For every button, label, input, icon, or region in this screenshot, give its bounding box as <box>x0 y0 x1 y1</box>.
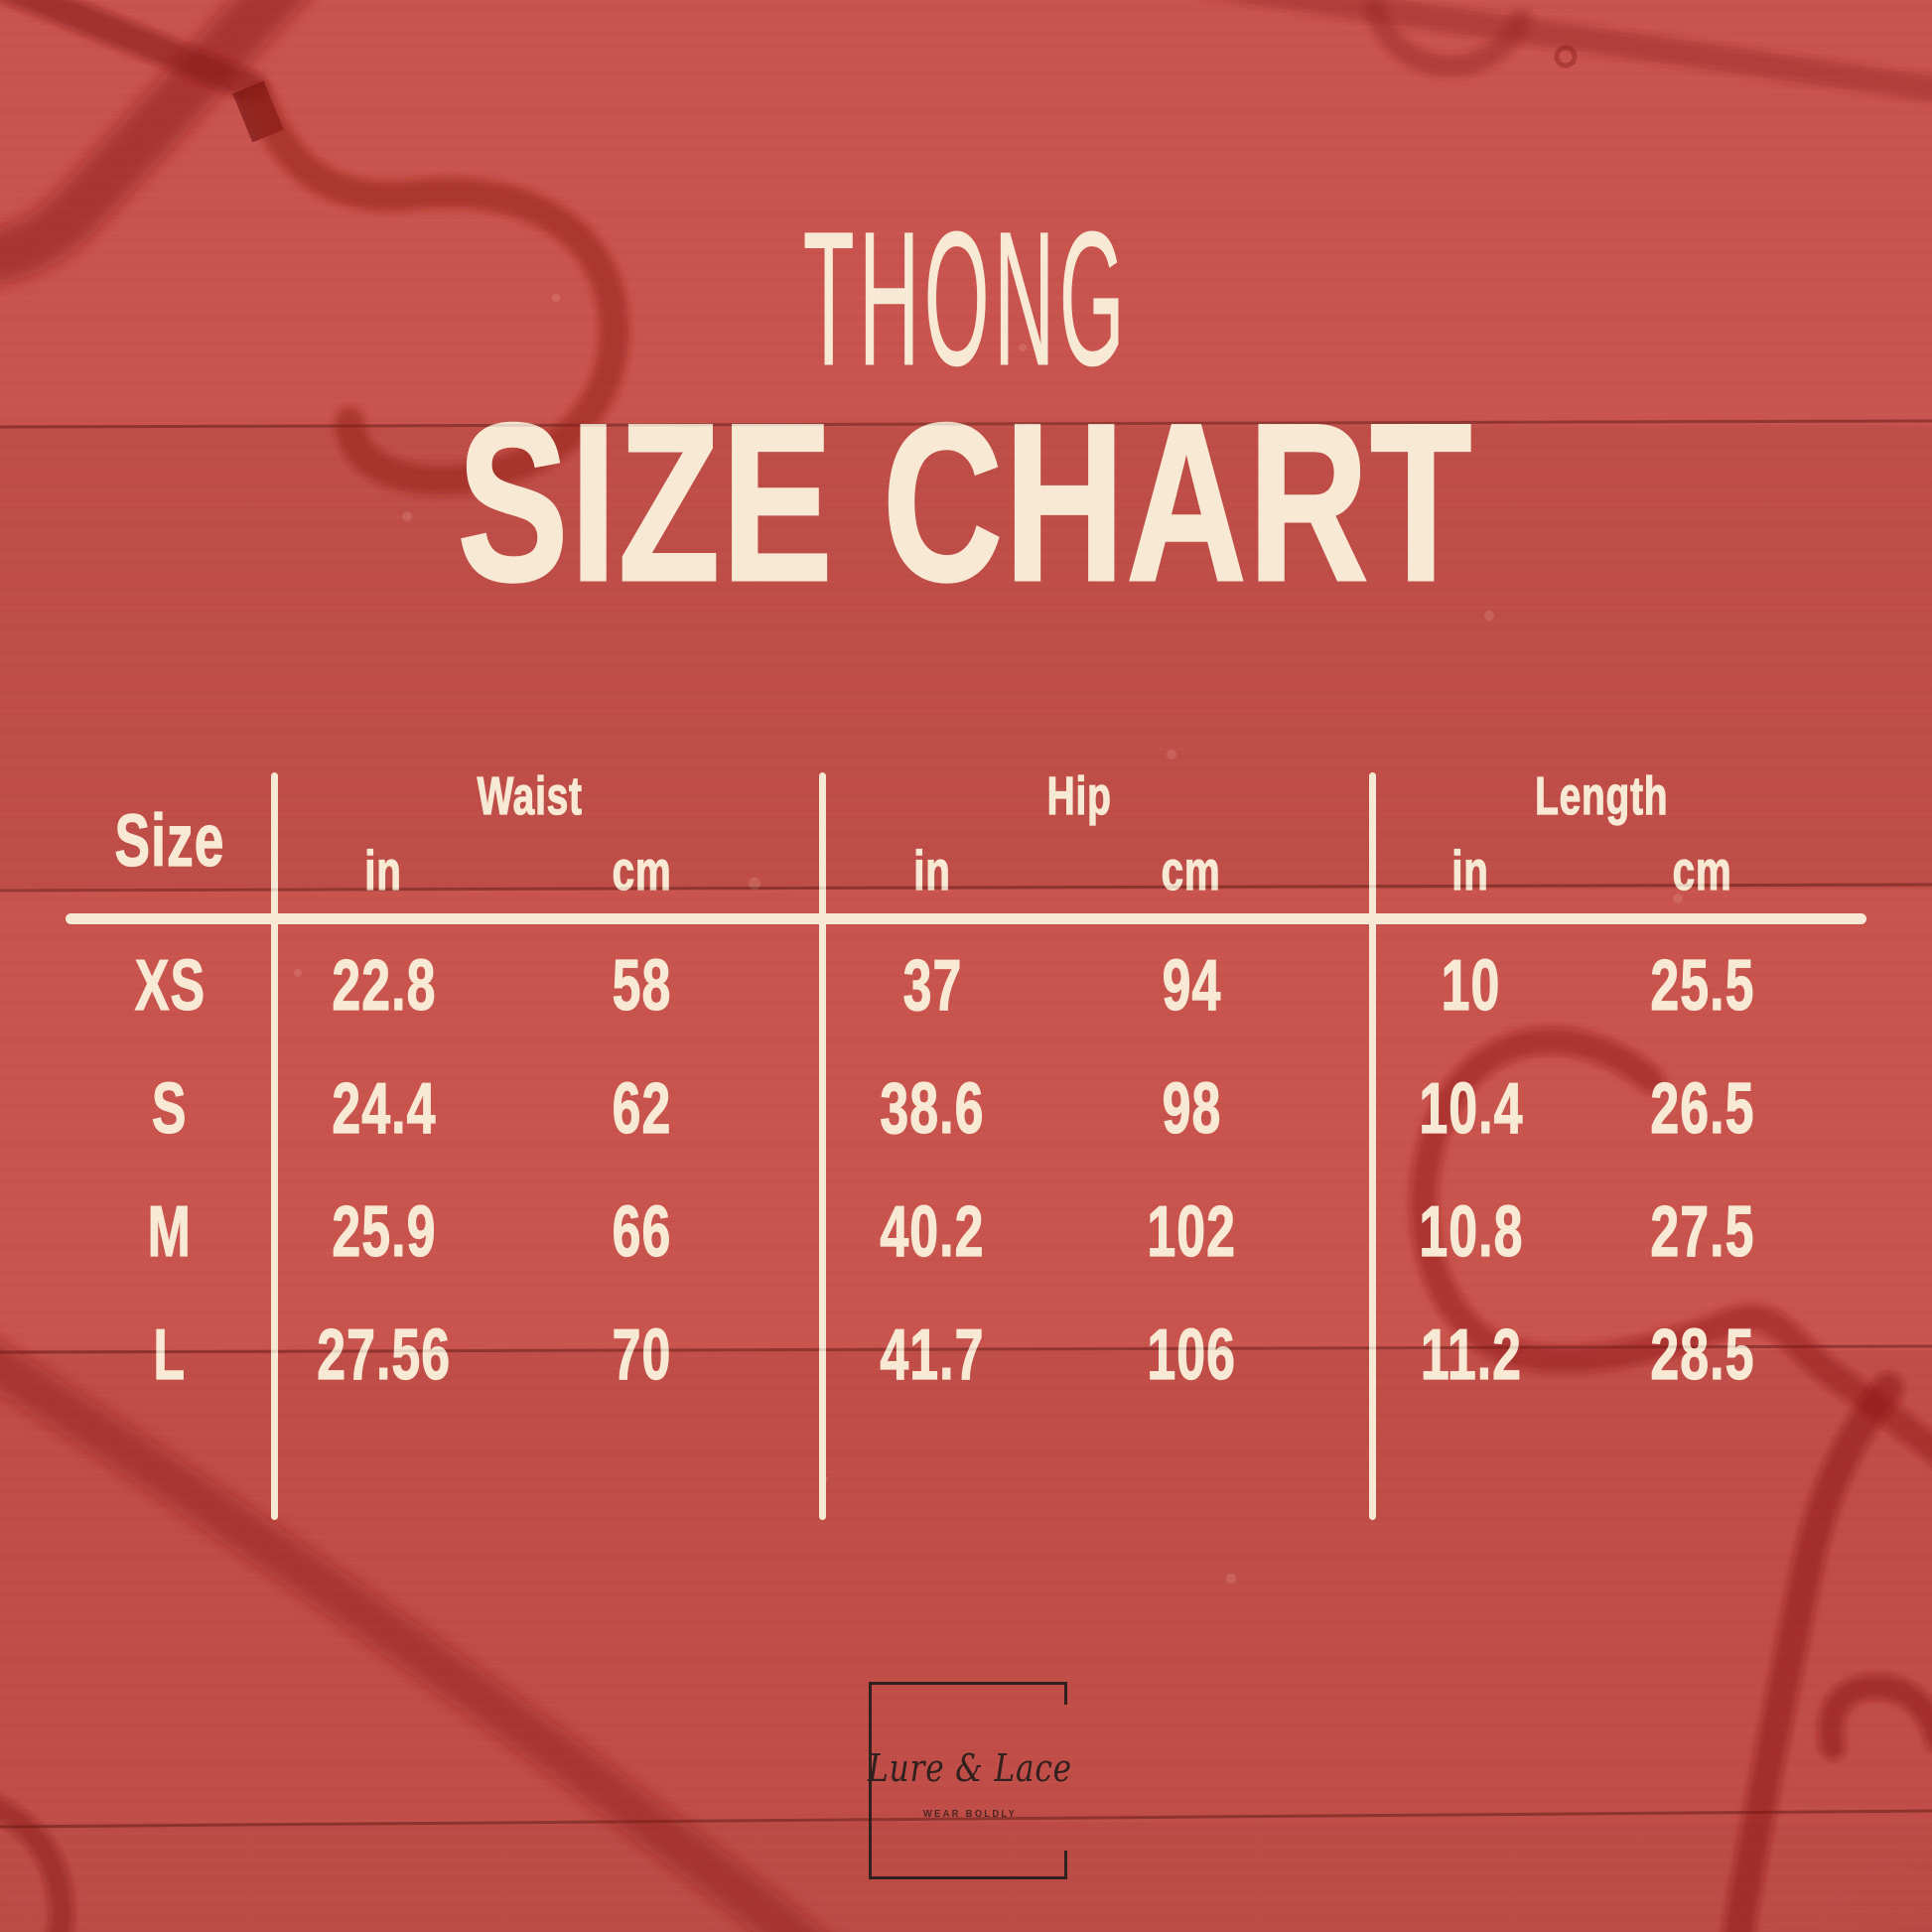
waist-in-header: in <box>364 838 403 901</box>
m-hip-cm: 102 <box>1147 1191 1236 1272</box>
brand-logo-frame: Lure & Lace WEAR BOLDLY <box>868 1682 1071 1879</box>
s-hip-in: 38.6 <box>880 1068 985 1149</box>
l-hip-in: 41.7 <box>880 1314 985 1395</box>
waist-cm-header: cm <box>612 838 672 901</box>
xs-hip-in: 37 <box>902 945 962 1026</box>
l-waist-cm: 70 <box>612 1314 672 1395</box>
s-hip-cm: 98 <box>1162 1068 1221 1149</box>
chart-title-text: SIZE CHART <box>457 376 1474 627</box>
product-title-text: THONG <box>802 192 1130 405</box>
row-xs-label: XS <box>134 945 206 1026</box>
hanger-bar-top-left <box>0 0 307 284</box>
hanger-hole-detail <box>1554 45 1578 69</box>
xs-waist-cm: 58 <box>612 945 672 1026</box>
row-l-label: L <box>153 1314 187 1395</box>
row-m-label: M <box>147 1191 193 1272</box>
logo-frame-right-top-stub <box>1064 1685 1067 1705</box>
hanger-shoulder-bottom-left <box>0 1341 825 1932</box>
m-length-cm: 27.5 <box>1649 1191 1755 1272</box>
hip-group-header: Hip <box>1046 765 1112 826</box>
s-waist-cm: 62 <box>612 1068 672 1149</box>
hanger-loop-top-right <box>1364 0 1532 77</box>
hanger-bar-top-right <box>1219 0 1932 102</box>
table-separator-3 <box>1369 772 1376 1520</box>
s-waist-in: 24.4 <box>331 1068 437 1149</box>
brand-tagline: WEAR BOLDLY <box>922 1808 1017 1820</box>
xs-length-in: 10 <box>1441 945 1501 1026</box>
s-length-cm: 26.5 <box>1649 1068 1755 1149</box>
hanger-ring-right <box>1410 1027 1932 1465</box>
hip-in-header: in <box>913 838 951 901</box>
hanger-hook-bottom-left <box>0 1796 74 1932</box>
hanger-small-hook-right <box>1818 1674 1932 1760</box>
xs-length-cm: 25.5 <box>1649 945 1755 1026</box>
l-waist-in: 27.56 <box>317 1314 451 1395</box>
hanger-arm-bottom-right <box>1723 1372 1904 1932</box>
l-length-cm: 28.5 <box>1649 1314 1755 1395</box>
m-waist-in: 25.9 <box>331 1191 437 1272</box>
xs-waist-in: 22.8 <box>331 945 437 1026</box>
l-hip-cm: 106 <box>1147 1314 1236 1395</box>
chart-title: SIZE CHART <box>0 376 1932 627</box>
dust-speckles <box>294 294 1683 1584</box>
row-s-label: S <box>152 1068 188 1149</box>
m-length-in: 10.8 <box>1418 1191 1524 1272</box>
logo-frame-right-bottom-stub <box>1064 1851 1067 1876</box>
table-separator-2 <box>819 772 826 1520</box>
m-hip-in: 40.2 <box>880 1191 985 1272</box>
waist-group-header: Waist <box>477 765 584 826</box>
product-title: THONG <box>0 192 1932 405</box>
hanger-hook-top <box>245 84 629 495</box>
m-waist-cm: 66 <box>612 1191 672 1272</box>
length-group-header: Length <box>1534 765 1669 826</box>
hanger-arm-top <box>0 0 268 102</box>
l-length-in: 11.2 <box>1420 1314 1522 1395</box>
length-cm-header: cm <box>1672 838 1732 901</box>
table-separator-1 <box>271 772 278 1520</box>
table-header-rule <box>66 913 1866 924</box>
length-in-header: in <box>1451 838 1490 901</box>
brand-name: Lure & Lace <box>867 1746 1072 1790</box>
xs-hip-cm: 94 <box>1162 945 1221 1026</box>
hip-cm-header: cm <box>1162 838 1221 901</box>
s-length-in: 10.4 <box>1418 1068 1524 1149</box>
size-column-header: Size <box>114 798 225 882</box>
size-table: Size Waist Hip Length in cm in cm in cm … <box>66 765 1866 1417</box>
